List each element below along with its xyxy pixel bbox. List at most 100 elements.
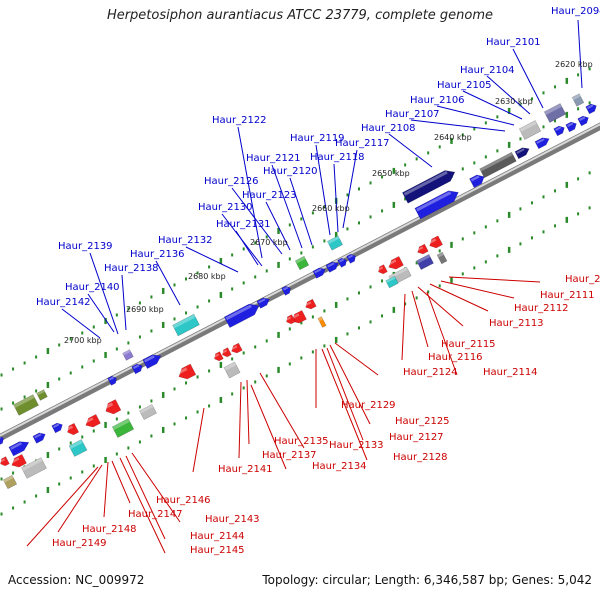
gene-label[interactable]: Haur_2105 [437,80,492,91]
tick-mark [565,77,569,84]
tick-mark [381,209,384,213]
gene-label[interactable]: Haur_2108 [361,123,416,134]
gene-label[interactable]: Haur_2112 [514,303,569,314]
gene-label[interactable]: Haur_2127 [389,432,444,443]
tick-mark [231,253,234,257]
genome-backbone [0,122,600,442]
gene-label[interactable]: Haur_2113 [489,318,544,329]
tick-mark [104,421,107,428]
leader-line [342,149,358,229]
tick-mark [554,224,557,228]
gene-label[interactable]: Haur_2129 [341,400,396,411]
gene-label[interactable]: Haur_2141 [218,464,273,475]
tick-mark [554,85,557,89]
gene-arrow [417,243,429,255]
gene-label[interactable]: Haur_2114 [483,367,538,378]
gene-box [518,120,542,140]
tick-mark [530,236,533,240]
gene-arrow [285,314,296,325]
gene-label[interactable]: Haur_2132 [158,235,213,246]
gene-label[interactable]: Haur_2138 [104,263,159,274]
leader-line [155,260,181,306]
gene-label[interactable]: Haur_2122 [212,115,267,126]
gene-label[interactable]: Haur_2131 [216,219,271,230]
gene-label[interactable]: Haur_2142 [36,297,91,308]
gene-label[interactable]: Haur_2117 [335,138,390,149]
tick-mark [46,486,50,493]
tick-mark [185,277,188,281]
gene-box [416,253,434,271]
leader-line [388,133,433,168]
gene-label[interactable]: Haur_2120 [263,166,318,177]
tick-mark [415,296,418,300]
gene-label[interactable]: Haur_2123 [242,190,297,201]
gene-label[interactable]: Haur_2149 [52,538,107,549]
gene-label[interactable]: Haur_2121 [246,153,301,164]
gene-arrow [325,261,339,273]
gene-label[interactable]: Haur_2125 [395,416,450,427]
tick-mark [138,335,141,339]
tick-mark [346,193,349,197]
gene-label[interactable]: Haur_2133 [329,440,384,451]
tick-mark [357,291,360,295]
gene-label[interactable]: Haur_2124 [403,367,458,378]
gene-label[interactable]: Haur_2146 [156,495,211,506]
gene-arrow [414,190,459,220]
tick-mark [115,347,118,351]
gene-label[interactable]: Haur_2115 [441,339,496,350]
tick-mark [542,125,545,129]
gene-label[interactable]: Haur_2140 [65,282,120,293]
tick-mark [484,155,487,159]
tick-mark [554,189,557,193]
gene-label[interactable]: Haur_2126 [204,176,259,187]
gene-box [436,251,448,265]
gene-label[interactable]: Haur_2116 [428,352,483,363]
gene-label[interactable]: Haur_2106 [410,95,465,106]
gene-label[interactable]: Haur_2136 [130,249,185,260]
tick-mark [438,284,441,288]
gene-label[interactable]: Haur_2139 [58,241,113,252]
leader-line [61,308,101,339]
gene-label[interactable]: Haur_2104 [460,65,515,76]
gene-label[interactable]: Haur_2148 [82,524,137,535]
gene-label[interactable]: Haur_2111 [540,290,595,301]
tick-mark [58,377,61,381]
tick-mark [265,374,268,378]
gene-label[interactable]: Haur_2143 [205,514,260,525]
gene-label[interactable]: Haur_2147 [128,509,183,520]
gene-box [317,316,327,328]
gene-label[interactable]: Haur_2101 [486,37,541,48]
tick-mark [104,456,107,463]
tick-mark [46,381,50,388]
tick-mark [127,341,130,345]
tick-mark [150,434,153,438]
tick-mark [577,212,580,216]
gene-label[interactable]: Haur_2130 [198,202,253,213]
gene-box [139,403,157,421]
tick-mark [438,249,441,253]
tick-mark [300,217,303,221]
tick-mark [346,297,349,301]
kbp-marker: 2680 kbp [188,272,226,281]
gene-label[interactable]: Haur_2107 [385,109,440,120]
gene-label[interactable]: Haur_2110 [565,274,600,285]
gene-label[interactable]: Haur_2119 [290,133,345,144]
gene-arrow [177,363,197,380]
gene-box [479,151,517,179]
tick-mark [115,417,118,421]
gene-label[interactable]: Haur_2118 [310,152,365,163]
gene-label[interactable]: Haur_2144 [190,531,245,542]
tick-mark [392,167,396,174]
gene-label[interactable]: Haur_2137 [262,450,317,461]
gene-arrow [337,257,347,268]
tick-mark [208,369,211,373]
tick-mark [219,291,223,298]
gene-label[interactable]: Haur_2145 [190,545,245,556]
gene-label[interactable]: Haur_2094 [551,6,600,17]
tick-mark [311,350,314,354]
gene-label[interactable]: Haur_2128 [393,452,448,463]
gene-label[interactable]: Haur_2134 [312,461,367,472]
gene-arrow [346,253,356,264]
gene-label[interactable]: Haur_2135 [274,436,329,447]
